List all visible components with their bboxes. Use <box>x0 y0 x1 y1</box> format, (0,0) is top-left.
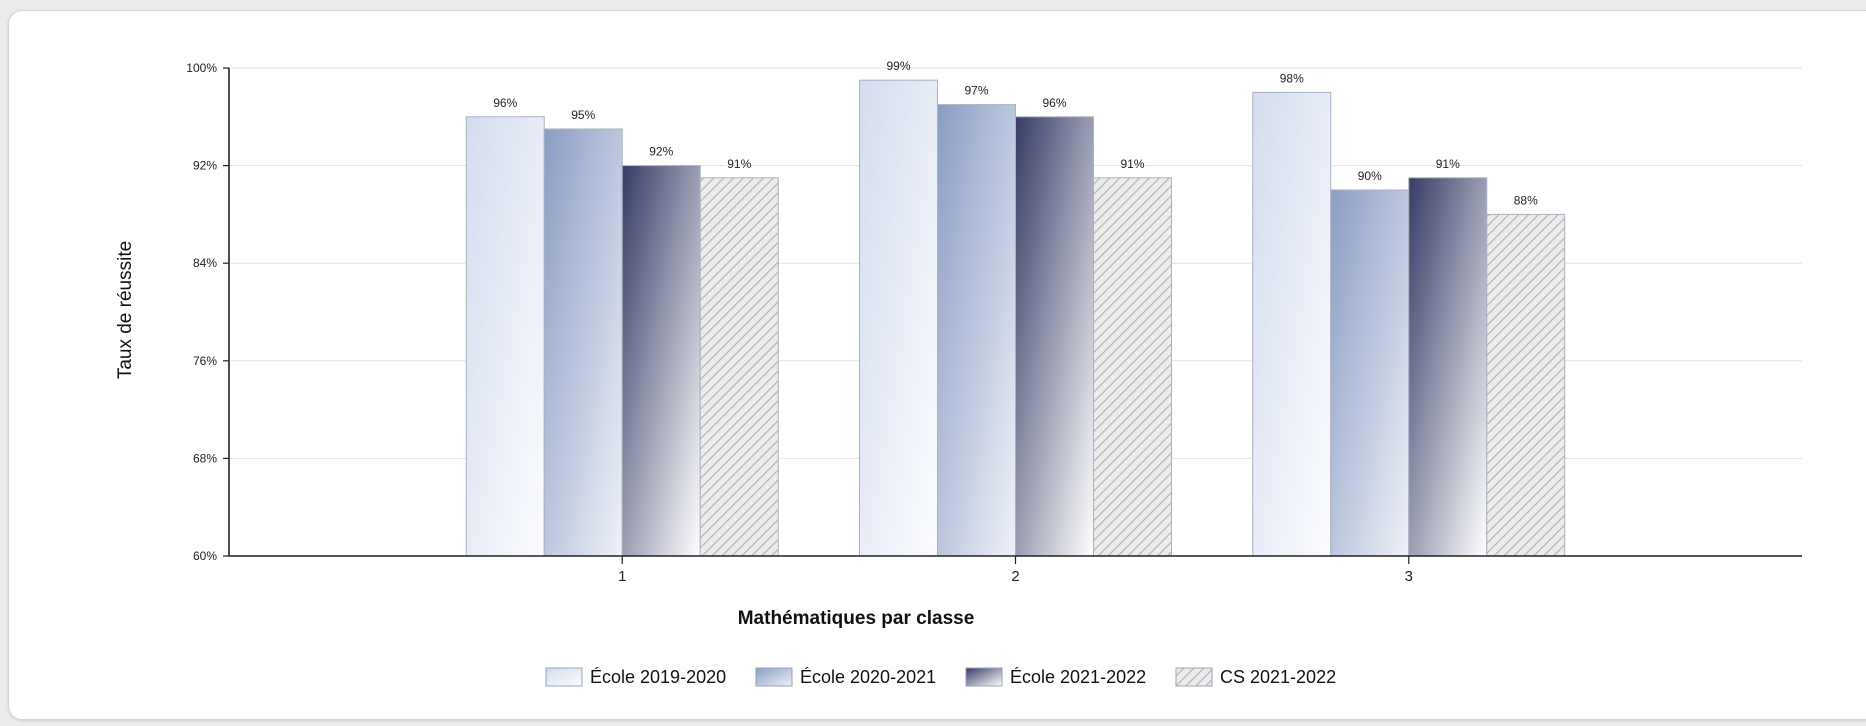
data-label: 92% <box>649 145 673 159</box>
x-tick-label: 3 <box>1405 568 1413 585</box>
data-label: 90% <box>1358 169 1382 183</box>
y-tick-label: 68% <box>193 451 217 465</box>
legend-swatch <box>1175 667 1213 687</box>
data-label: 96% <box>493 96 517 110</box>
bar <box>1252 91 1332 557</box>
x-tick-label: 1 <box>618 568 626 585</box>
bar <box>937 104 1016 557</box>
legend-swatch <box>545 667 583 687</box>
data-label: 91% <box>1120 157 1144 171</box>
data-label: 96% <box>1042 96 1066 110</box>
y-tick-label: 60% <box>193 549 217 563</box>
legend-label: École 2021-2022 <box>1010 667 1146 687</box>
bar <box>1015 116 1094 557</box>
data-label: 98% <box>1280 71 1304 85</box>
legend-label: CS 2021-2022 <box>1220 667 1336 687</box>
bar <box>1486 213 1566 557</box>
legend-swatch <box>755 667 793 687</box>
legend-label: École 2019-2020 <box>590 667 726 687</box>
data-label: 91% <box>1436 157 1460 171</box>
bar <box>859 79 938 557</box>
bar <box>1093 177 1172 557</box>
data-label: 95% <box>571 108 595 122</box>
data-labels: 96% 95% 92% 91% 99% 97% 96% 91% 98% 90% 91% 88% <box>493 59 1538 207</box>
bars <box>465 79 1566 557</box>
data-label: 88% <box>1514 193 1538 207</box>
y-tick-label: 76% <box>193 354 217 368</box>
y-tick-label: 100% <box>186 61 217 75</box>
bar <box>1330 189 1410 557</box>
data-label: 99% <box>886 59 910 73</box>
legend-swatch <box>965 667 1003 687</box>
bar <box>543 128 623 557</box>
bar <box>1408 177 1488 557</box>
y-tick-label: 92% <box>193 159 217 173</box>
axes: 60% 68% 76% 84% 92% 100% 1 2 3 <box>186 61 1802 585</box>
data-label: 91% <box>727 157 751 171</box>
data-label: 97% <box>964 84 988 98</box>
bar <box>699 177 779 557</box>
legend: École 2019-2020 École 2020-2021 École 2021… <box>545 667 1336 687</box>
x-axis-title: Mathématiques par classe <box>738 608 975 629</box>
y-axis-title: Taux de réussite <box>115 241 136 379</box>
bar <box>621 165 701 557</box>
x-tick-label: 2 <box>1011 568 1019 585</box>
legend-label: École 2020-2021 <box>800 667 936 687</box>
y-tick-label: 84% <box>193 256 217 270</box>
bar <box>465 116 545 557</box>
